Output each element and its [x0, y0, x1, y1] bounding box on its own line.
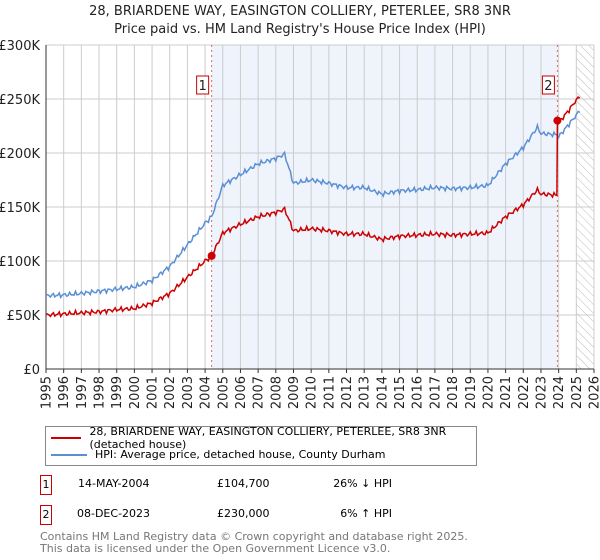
legend-swatch-hpi	[51, 453, 87, 456]
sale-label-box	[196, 75, 210, 95]
sale-price: £230,000	[217, 507, 270, 520]
x-tick-label: 2018	[446, 376, 461, 409]
y-tick-label: £150K	[0, 201, 40, 216]
x-tick-label: 2000	[128, 376, 143, 409]
hpi-line	[45, 110, 580, 300]
y-tick-label: £0	[23, 363, 40, 378]
sale-row-2: 2 08-DEC-2023 £230,000 6% ↑ HPI	[40, 505, 600, 525]
sale-badge: 2	[40, 505, 52, 525]
y-tick-label: £250K	[0, 93, 40, 108]
x-tick-label: 2026	[588, 376, 600, 409]
x-tick-label: 2023	[534, 376, 549, 409]
x-tick-label: 2015	[393, 376, 408, 409]
x-tick-label: 2014	[375, 376, 390, 409]
x-tick-label: 1999	[110, 376, 125, 409]
x-tick-label: 1995	[40, 376, 55, 409]
sale-point	[207, 251, 216, 260]
footer-line-1: Contains HM Land Registry data © Crown c…	[40, 530, 468, 543]
x-tick-label: 1996	[57, 376, 72, 409]
legend: 28, BRIARDENE WAY, EASINGTON COLLIERY, P…	[45, 424, 477, 466]
x-tick-label: 2009	[287, 376, 302, 409]
x-tick-label: 2011	[322, 376, 337, 409]
x-tick-label: 2016	[411, 376, 426, 409]
x-tick-label: 2022	[517, 376, 532, 409]
x-tick-label: 2007	[252, 376, 267, 409]
x-tick-label: 2010	[305, 376, 320, 409]
sale-badge: 1	[40, 475, 52, 495]
x-tick-label: 1997	[75, 376, 90, 409]
sale-row-1: 1 14-MAY-2004 £104,700 26% ↓ HPI	[40, 475, 600, 495]
chart-title: 28, BRIARDENE WAY, EASINGTON COLLIERY, P…	[89, 4, 511, 19]
plot-area: 1995 1996 1997 1998 1999 2000 2001 2002 2003 2004…	[0, 39, 600, 409]
sale-label-box	[541, 75, 555, 95]
sale-point	[553, 116, 562, 125]
y-tick-label: £50K	[7, 309, 41, 324]
x-tick-label: 2012	[340, 376, 355, 409]
sale-date: 08-DEC-2023	[77, 507, 151, 520]
y-tick-label: £200K	[0, 147, 40, 162]
x-tick-label: 2002	[163, 376, 178, 409]
x-tick-label: 2020	[481, 376, 496, 409]
sale-date: 14-MAY-2004	[78, 477, 150, 490]
footer: Contains HM Land Registry data © Crown c…	[40, 531, 468, 555]
x-tick-label: 2024	[552, 376, 567, 409]
x-tick-label: 2021	[499, 376, 514, 409]
sale-hpi-diff: 26% ↓ HPI	[333, 477, 392, 490]
chart-subtitle: Price paid vs. HM Land Registry's House …	[114, 22, 486, 37]
x-tick-label: 2017	[428, 376, 443, 409]
sale-label: 1	[198, 79, 206, 94]
legend-label-property: 28, BRIARDENE WAY, EASINGTON COLLIERY, P…	[89, 424, 447, 451]
x-tick-label: 2001	[146, 376, 161, 409]
x-tick-label: 2005	[216, 376, 231, 409]
legend-swatch-property	[51, 436, 82, 439]
x-tick-label: 2013	[358, 376, 373, 409]
y-tick-label: £100K	[0, 255, 40, 270]
x-tick-label: 1998	[93, 376, 108, 409]
x-tick-label: 2025	[570, 376, 585, 409]
x-tick-label: 2008	[269, 376, 284, 409]
sale-price: £104,700	[217, 477, 270, 490]
property-price-line	[45, 96, 581, 319]
sale-hpi-diff: 6% ↑ HPI	[340, 507, 392, 520]
y-tick-label: £300K	[0, 39, 40, 54]
sale-label: 2	[544, 79, 552, 94]
x-tick-label: 2019	[464, 376, 479, 409]
footer-line-2: This data is licensed under the Open Gov…	[40, 542, 391, 555]
x-tick-label: 2006	[234, 376, 249, 409]
legend-label-hpi: HPI: Average price, detached house, Coun…	[95, 448, 386, 461]
x-tick-label: 2004	[199, 376, 214, 409]
x-tick-label: 2003	[181, 376, 196, 409]
